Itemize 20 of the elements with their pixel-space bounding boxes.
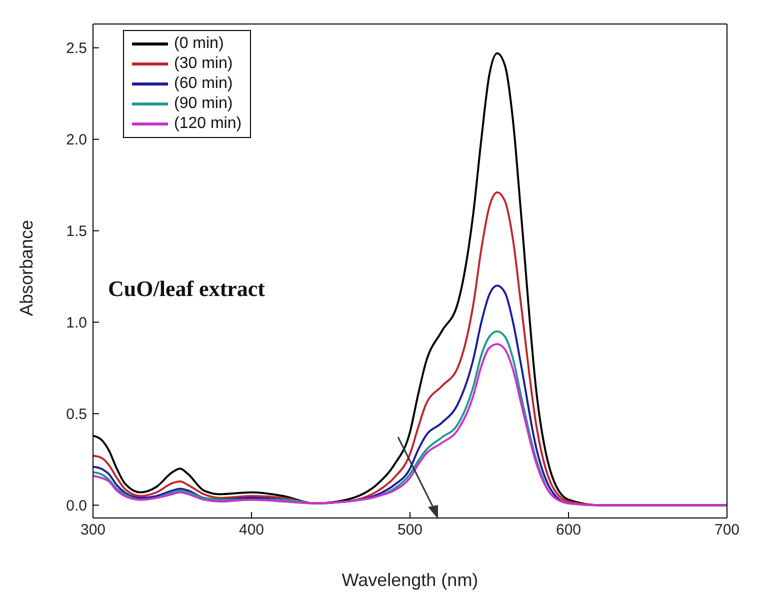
y-tick-label: 2.0 (66, 132, 87, 149)
legend-label: (30 min) (174, 54, 233, 74)
line-series (93, 343, 727, 506)
y-tick-label: 0.5 (66, 406, 87, 424)
x-tick-label: 400 (238, 522, 264, 539)
y-tick-label: 1.0 (66, 314, 87, 332)
x-tick-label: 500 (397, 522, 423, 539)
y-tick-label: 0.0 (66, 498, 87, 515)
x-axis-title: Wavelength (nm) (342, 570, 478, 590)
legend-label: (90 min) (174, 94, 233, 114)
legend-label: (60 min) (174, 74, 233, 94)
x-tick-label: 300 (80, 522, 106, 539)
y-tick-label: 2.5 (66, 40, 87, 58)
legend-label: (0 min) (174, 34, 224, 54)
annotation: CuO/leaf extract (108, 276, 265, 302)
legend-label: (120 min) (174, 114, 242, 134)
y-tick-label: 1.5 (66, 223, 87, 240)
x-tick-label: 700 (714, 522, 740, 539)
x-tick-label: 600 (556, 522, 582, 539)
y-axis-title: Absorbance (16, 220, 36, 316)
